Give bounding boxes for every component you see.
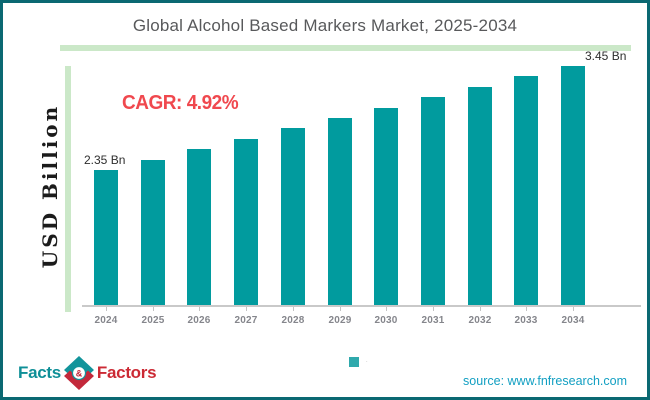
x-axis-tick <box>106 307 107 311</box>
legend: · <box>349 357 368 367</box>
y-axis-accent-bar <box>65 66 71 312</box>
chart-title: Global Alcohol Based Markers Market, 202… <box>132 16 518 35</box>
x-axis-tick <box>480 307 481 311</box>
x-axis-tick <box>153 307 154 311</box>
source-link[interactable]: source: www.fnfresearch.com <box>463 374 627 388</box>
x-axis-label-2028: 2028 <box>281 315 305 326</box>
legend-marker-icon <box>349 357 359 367</box>
x-axis-tick <box>246 307 247 311</box>
bar-2028 <box>281 128 305 306</box>
plot-area: 2024 2025 2026 2027 2028 2029 2030 2031 2032 2033… <box>3 3 647 397</box>
x-axis-tick <box>340 307 341 311</box>
x-axis-tick <box>293 307 294 311</box>
bar-2026 <box>187 149 211 306</box>
bar-2031 <box>421 97 445 306</box>
x-axis-label-2029: 2029 <box>328 315 352 326</box>
cagr-label: CAGR: 4.92% <box>122 92 239 114</box>
x-axis-tick <box>573 307 574 311</box>
bar-2030 <box>374 108 398 306</box>
bar-2027 <box>234 139 258 306</box>
bar-2032 <box>468 87 492 306</box>
facts-factors-logo: Facts & Factors <box>18 354 157 392</box>
title-underline <box>60 45 631 51</box>
bar-value-label: 2.35 Bn <box>84 153 126 167</box>
x-axis-label-2033: 2033 <box>514 315 538 326</box>
x-axis-label-2034: 2034 <box>561 315 585 326</box>
x-axis-tick <box>386 307 387 311</box>
bar-2033 <box>514 76 538 306</box>
x-axis-label-2032: 2032 <box>468 315 492 326</box>
bar-2029 <box>328 118 352 306</box>
logo-ampersand: & <box>76 369 83 379</box>
x-axis-label-2031: 2031 <box>421 315 445 326</box>
logo-diamond-icon: & <box>63 356 94 390</box>
x-axis-label-2025: 2025 <box>141 315 165 326</box>
x-axis-line <box>82 305 641 307</box>
bar-2025 <box>141 160 165 306</box>
x-axis-label-2027: 2027 <box>234 315 258 326</box>
bar-value-label: 3.45 Bn <box>585 49 627 63</box>
x-axis-tick <box>199 307 200 311</box>
bar-2024 <box>94 170 118 306</box>
x-axis-tick <box>526 307 527 311</box>
x-axis-label-2030: 2030 <box>374 315 398 326</box>
bar-2034 <box>561 66 585 306</box>
logo-word-facts: Facts <box>18 363 61 382</box>
x-axis-label-2026: 2026 <box>187 315 211 326</box>
logo-word-factors: Factors <box>96 363 157 382</box>
x-axis-label-2024: 2024 <box>94 315 118 326</box>
legend-label: · <box>366 359 368 365</box>
x-axis-tick <box>433 307 434 311</box>
